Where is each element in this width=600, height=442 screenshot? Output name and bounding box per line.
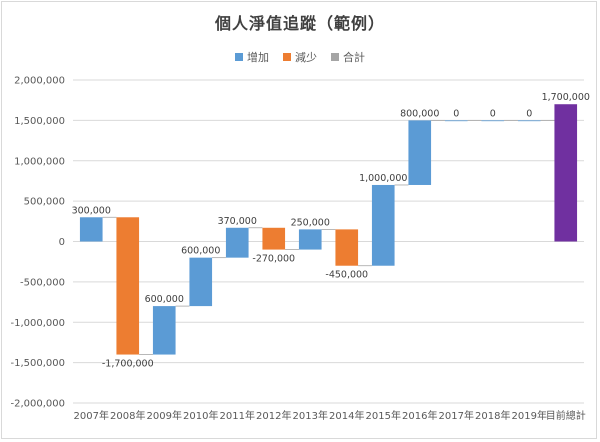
data-label: 300,000	[72, 205, 111, 216]
increase-bar	[444, 120, 468, 122]
data-label: 600,000	[145, 294, 184, 305]
x-tick-label: 2013年	[293, 409, 328, 422]
y-tick-label: 2,000,000	[14, 76, 65, 87]
data-label: 1,000,000	[359, 173, 407, 184]
increase-bar	[298, 229, 322, 250]
y-tick-label: 1,000,000	[14, 156, 65, 167]
decrease-bar	[262, 227, 286, 250]
total-bar	[554, 104, 578, 242]
x-tick-label: 2016年	[402, 409, 437, 422]
decrease-bar	[335, 229, 359, 266]
legend-item-decrease: 減少	[283, 49, 317, 65]
x-tick-label: 2019年	[512, 409, 547, 422]
x-tick-label: 2015年	[366, 409, 401, 422]
data-label: 1,700,000	[542, 92, 590, 103]
increase-bar	[517, 120, 541, 122]
y-tick-label: 500,000	[24, 197, 65, 208]
increase-bar	[371, 184, 395, 266]
x-tick-label: 2007年	[74, 409, 109, 422]
x-tick-label: 2018年	[475, 409, 510, 422]
decrease-bar	[116, 217, 140, 355]
x-tick-label: 2010年	[183, 409, 218, 422]
increase-bar	[79, 217, 103, 242]
y-tick-label: 0	[59, 237, 65, 248]
data-label: 0	[453, 108, 459, 119]
increase-bar	[408, 120, 432, 185]
legend-swatch-total	[331, 53, 339, 61]
legend-label-decrease: 減少	[295, 51, 317, 64]
data-label: 0	[526, 108, 532, 119]
x-tick-label: 2017年	[439, 409, 474, 422]
legend: 增加 減少 合計	[0, 49, 600, 65]
legend-swatch-increase	[235, 53, 243, 61]
data-label: 370,000	[218, 216, 257, 227]
legend-label-total: 合計	[343, 51, 365, 64]
data-label: 250,000	[291, 217, 330, 228]
increase-bar	[225, 227, 249, 258]
y-tick-label: -1,000,000	[10, 318, 65, 329]
increase-bar	[481, 120, 505, 122]
increase-bar	[152, 306, 176, 355]
data-label: 0	[490, 108, 496, 119]
legend-item-increase: 增加	[235, 49, 269, 65]
data-label: 600,000	[181, 246, 220, 257]
increase-bar	[189, 257, 213, 307]
x-tick-label: 2012年	[256, 409, 291, 422]
x-tick-label: 2009年	[147, 409, 182, 422]
data-label: 800,000	[400, 108, 439, 119]
data-label: -1,700,000	[102, 359, 154, 370]
data-label: -450,000	[325, 270, 368, 281]
x-tick-label: 目前總計	[546, 409, 586, 422]
x-tick-label: 2011年	[220, 409, 255, 422]
y-tick-label: -1,500,000	[10, 358, 65, 369]
legend-label-increase: 增加	[247, 51, 269, 64]
legend-swatch-decrease	[283, 53, 291, 61]
y-tick-label: -500,000	[20, 277, 65, 288]
chart-title: 個人淨值追蹤（範例）	[214, 14, 385, 33]
x-tick-label: 2008年	[110, 409, 145, 422]
y-tick-label: -2,000,000	[10, 399, 65, 410]
data-label: -270,000	[252, 254, 295, 265]
x-tick-label: 2014年	[329, 409, 364, 422]
y-tick-label: 1,500,000	[14, 116, 65, 127]
legend-item-total: 合計	[331, 49, 365, 65]
